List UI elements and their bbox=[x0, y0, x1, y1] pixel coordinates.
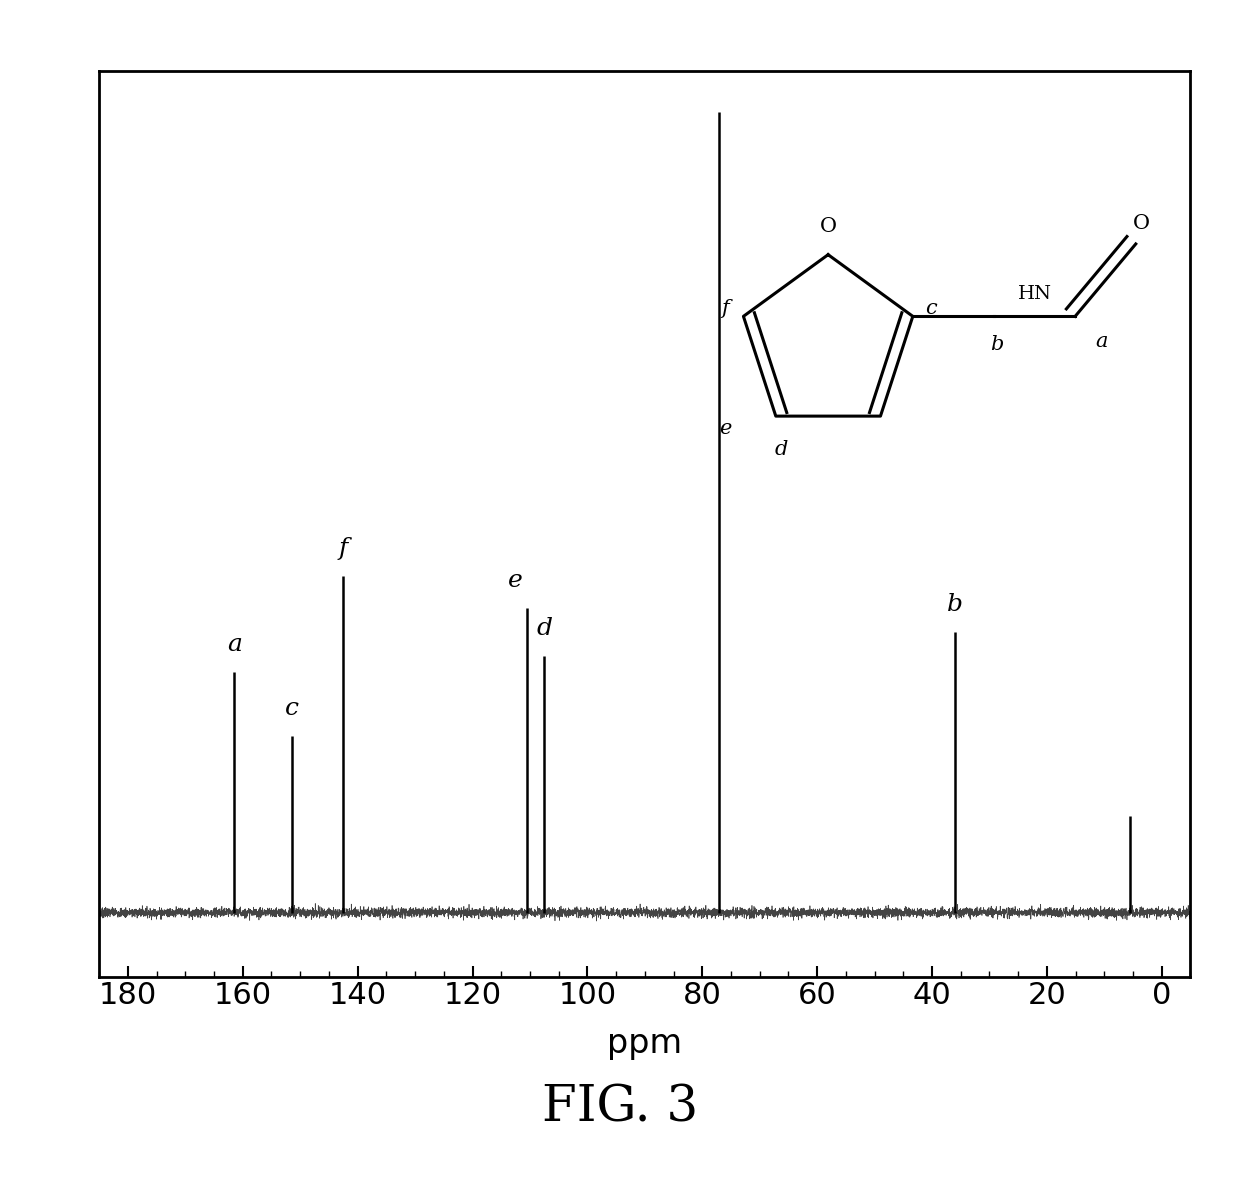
Text: e: e bbox=[508, 569, 523, 592]
Text: a: a bbox=[227, 634, 242, 656]
Text: c: c bbox=[285, 697, 299, 721]
Text: b: b bbox=[947, 593, 963, 616]
X-axis label: ppm: ppm bbox=[608, 1027, 682, 1060]
Text: FIG. 3: FIG. 3 bbox=[542, 1083, 698, 1133]
Bar bbox=[0, 921, 99, 965]
Text: f: f bbox=[339, 537, 348, 560]
Text: d: d bbox=[536, 617, 552, 641]
